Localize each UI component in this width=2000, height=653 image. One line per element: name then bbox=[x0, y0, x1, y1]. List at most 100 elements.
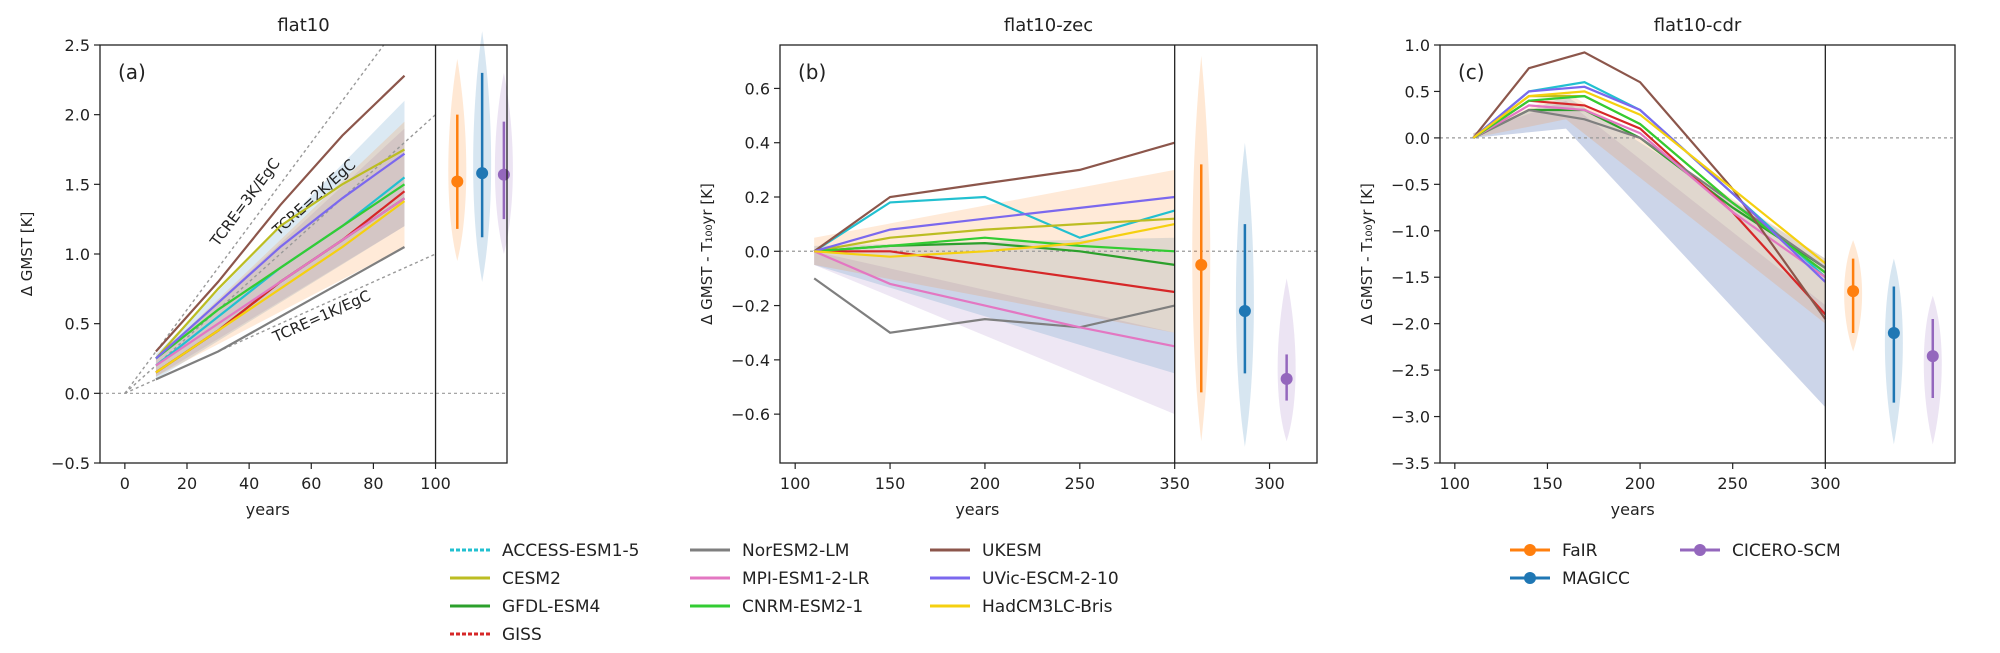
y-axis-label: Δ GMST - T₁₀₀yr [K] bbox=[1358, 183, 1376, 325]
legend-item: HadCM3LC-Bris bbox=[930, 597, 1113, 617]
panel-title: flat10-zec bbox=[1004, 15, 1093, 36]
series-line bbox=[814, 236, 1175, 253]
legend-item: CNRM-ESM2-1 bbox=[690, 597, 863, 617]
y-tick-label: −2.0 bbox=[1391, 315, 1430, 334]
x-tick-label: 20 bbox=[177, 474, 197, 493]
y-tick-label: −0.5 bbox=[51, 454, 90, 473]
y-tick-label: 0.5 bbox=[1405, 82, 1430, 101]
panel-3: −3.5 −3.0 −2.5 −2.0 −1.5 −1.0 −0.5 0.0 0.5 1.0 100… bbox=[1358, 15, 1956, 519]
y-tick-label: −0.4 bbox=[731, 351, 770, 370]
legend-label: HadCM3LC-Bris bbox=[982, 597, 1113, 617]
panels: TCRE=3K/EgCTCRE=2K/EgCTCRE=1K/EgC−0.50.0… bbox=[18, 15, 1956, 519]
x-tick-label: 350 bbox=[1159, 474, 1190, 493]
legend-label: CICERO-SCM bbox=[1732, 541, 1841, 561]
series-line bbox=[814, 217, 1175, 253]
y-tick-label: −3.5 bbox=[1391, 454, 1430, 473]
plot-frame bbox=[1439, 44, 1956, 464]
y-tick-label: 0.2 bbox=[745, 188, 770, 207]
y-tick-label: −0.2 bbox=[731, 297, 770, 316]
legend-marker bbox=[1524, 544, 1536, 556]
panel-tag: (c) bbox=[1458, 60, 1485, 84]
x-tick-label: 150 bbox=[1532, 474, 1563, 493]
series-line bbox=[813, 250, 1175, 348]
legend-item: CESM2 bbox=[450, 569, 561, 589]
series-line bbox=[814, 223, 1175, 258]
x-axis-label: years bbox=[1611, 500, 1655, 519]
legend-label: MPI-ESM1-2-LR bbox=[742, 569, 870, 589]
series-line bbox=[1472, 104, 1826, 279]
legend-item: ACCESS-ESM1-5 bbox=[450, 541, 640, 561]
band-cicero-scm bbox=[814, 251, 1175, 415]
legend-label: UKESM bbox=[982, 541, 1042, 561]
legend-label: GISS bbox=[502, 625, 542, 645]
series-line bbox=[155, 74, 406, 353]
series-line bbox=[155, 183, 406, 360]
x-tick-label: 60 bbox=[301, 474, 321, 493]
series-line bbox=[155, 197, 406, 367]
y-tick-label: 1.0 bbox=[65, 245, 90, 264]
x-tick-label: 250 bbox=[1717, 474, 1748, 493]
y-tick-label: 0.6 bbox=[745, 79, 770, 98]
legend-label: NorESM2-LM bbox=[742, 541, 849, 561]
band-magicc bbox=[814, 237, 1175, 374]
legend-item: FaIR bbox=[1510, 541, 1598, 561]
x-tick-label: 0 bbox=[120, 474, 130, 493]
series-line bbox=[155, 246, 406, 381]
legend-label: CESM2 bbox=[502, 569, 561, 589]
violin-median bbox=[476, 167, 489, 180]
x-tick-label: 300 bbox=[1254, 474, 1285, 493]
series-line bbox=[1472, 90, 1826, 265]
band-cicero-scm bbox=[155, 128, 405, 377]
x-tick-label: 100 bbox=[780, 474, 811, 493]
x-tick-label: 200 bbox=[970, 474, 1001, 493]
series-line bbox=[1472, 51, 1827, 320]
x-tick-label: 100 bbox=[420, 474, 451, 493]
legend-item: GISS bbox=[450, 625, 542, 645]
violin-median bbox=[497, 168, 510, 181]
series-line bbox=[155, 200, 406, 374]
panel-tag: (b) bbox=[798, 60, 826, 84]
panel-1: TCRE=3K/EgCTCRE=2K/EgCTCRE=1K/EgC−0.50.0… bbox=[18, 15, 513, 519]
x-tick-label: 150 bbox=[875, 474, 906, 493]
y-tick-label: 2.0 bbox=[65, 106, 90, 125]
series-line bbox=[813, 141, 1176, 253]
panel-2: −0.6 −0.4 −0.2 0.0 0.2 0.4 0.6 100 150 200 250 350 3… bbox=[698, 15, 1318, 519]
legend-item: NorESM2-LM bbox=[690, 541, 849, 561]
legend-label: ACCESS-ESM1-5 bbox=[502, 541, 640, 561]
legend-label: CNRM-ESM2-1 bbox=[742, 597, 863, 617]
violin-median bbox=[1195, 258, 1208, 271]
y-axis-label: Δ GMST [K] bbox=[18, 212, 36, 297]
x-tick-label: 250 bbox=[1065, 474, 1096, 493]
y-tick-label: 0.5 bbox=[65, 315, 90, 334]
legend-item: MPI-ESM1-2-LR bbox=[690, 569, 870, 589]
y-tick-label: 0.4 bbox=[745, 134, 770, 153]
band-magicc bbox=[1473, 96, 1826, 408]
series-line bbox=[814, 250, 1175, 294]
legend-item: UKESM bbox=[930, 541, 1042, 561]
y-tick-label: −3.0 bbox=[1391, 408, 1430, 427]
legend-item: GFDL-ESM4 bbox=[450, 597, 600, 617]
legend-label: UVic-ESCM-2-10 bbox=[982, 569, 1119, 589]
series-line bbox=[1472, 94, 1826, 274]
x-tick-label: 80 bbox=[363, 474, 383, 493]
y-tick-label: −0.5 bbox=[1391, 175, 1430, 194]
series-line bbox=[155, 148, 406, 360]
y-tick-label: −1.5 bbox=[1391, 268, 1430, 287]
x-axis-label: years bbox=[246, 500, 290, 519]
legend-label: MAGICC bbox=[1562, 569, 1630, 589]
x-tick-label: 200 bbox=[1625, 474, 1656, 493]
violin-median bbox=[451, 175, 464, 188]
y-tick-label: 0.0 bbox=[1405, 129, 1430, 148]
y-tick-label: 1.5 bbox=[65, 175, 90, 194]
legend-item: UVic-ESCM-2-10 bbox=[930, 569, 1119, 589]
violin-median bbox=[1887, 326, 1900, 339]
legend-marker bbox=[1694, 544, 1706, 556]
y-tick-label: 0.0 bbox=[745, 242, 770, 261]
series-line bbox=[155, 152, 406, 360]
esm-legend: ACCESS-ESM1-5 CESM2 GFDL-ESM4 GISS NorES… bbox=[450, 541, 1119, 645]
x-tick-label: 40 bbox=[239, 474, 259, 493]
scm-legend: FaIR MAGICC CICERO-SCM bbox=[1510, 541, 1841, 589]
y-tick-label: 2.5 bbox=[65, 36, 90, 55]
x-axis-label: years bbox=[955, 500, 999, 519]
y-tick-label: −2.5 bbox=[1391, 361, 1430, 380]
